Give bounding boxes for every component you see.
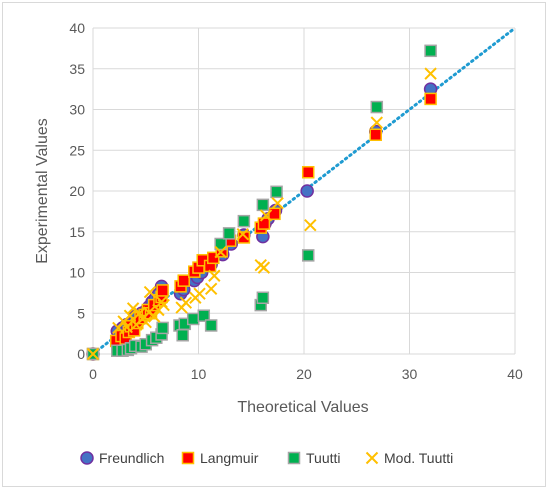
grid-lines [92,27,516,355]
data-point [120,320,133,334]
y-axis-title: Experimental Values [34,118,51,264]
data-point [177,274,190,287]
legend-marker [287,451,301,465]
data-point [207,251,220,265]
y-tick-label: 5 [77,305,85,321]
legend: Freundlich Langmuir Tuutti Mod. Tuutti [80,450,453,466]
series-tuutti [86,44,437,361]
legend-item: Tuutti [287,450,341,466]
data-point [304,219,317,232]
y-tick-label: 15 [69,224,85,240]
data-point [237,214,251,228]
y-tick-label: 20 [69,183,85,199]
data-point [126,302,140,315]
legend-label: Langmuir [200,450,259,466]
data-point [176,329,189,342]
legend-label: Freundlich [99,450,164,466]
x-tick-label: 20 [296,366,312,382]
data-point [271,197,284,210]
series-langmuir [86,92,437,361]
legend-item: Freundlich [80,450,164,466]
data-point [370,100,384,114]
data-point [123,309,137,322]
legend-item: Langmuir [181,450,259,466]
data-point [257,217,271,230]
legend-marker [80,451,94,465]
data-point [143,285,157,299]
data-point [300,184,314,198]
data-point [259,209,273,222]
data-point [222,227,236,240]
data-point [204,319,218,332]
data-point [214,237,227,251]
data-point [204,282,218,296]
x-tick-label: 40 [507,366,523,382]
legend-marker [181,451,195,465]
data-point [186,312,200,326]
data-point [424,44,437,58]
legend-label: Tuutti [306,450,341,466]
data-point [301,166,315,179]
data-point [156,321,169,335]
data-point [370,116,384,129]
data-point [369,128,382,142]
data-point [256,291,270,305]
data-point [139,316,152,329]
x-tick-label: 0 [89,366,97,382]
data-point [193,287,206,300]
series-mod-tuutti [86,67,437,361]
y-tick-label: 0 [77,346,85,362]
legend-marker [365,451,379,465]
data-point [157,298,170,312]
y-tick-label: 10 [69,265,85,281]
y-tick-label: 35 [69,61,85,77]
data-point [214,245,227,259]
data-point [86,347,100,361]
legend-item: Mod. Tuutti [365,450,453,466]
data-point [257,261,271,274]
axes: 0 5 10 15 20 25 30 35 40 0 10 20 30 40 [69,20,523,382]
data-points [86,44,438,361]
y-tick-label: 40 [69,20,85,36]
y-tick-label: 30 [69,102,85,118]
data-point [147,310,161,323]
x-axis-title: Theoretical Values [237,399,368,416]
data-point [197,309,211,322]
data-point [236,227,250,241]
data-point [208,269,221,282]
x-tick-label: 30 [402,366,418,382]
data-point [301,249,315,262]
x-tick-label: 10 [191,366,207,382]
data-point [424,92,437,106]
data-point [179,296,193,309]
data-point [424,67,437,80]
legend-label: Mod. Tuutti [384,450,453,466]
data-point [156,284,169,297]
data-point [256,198,270,212]
data-point [270,185,283,199]
y-tick-label: 25 [69,142,85,158]
